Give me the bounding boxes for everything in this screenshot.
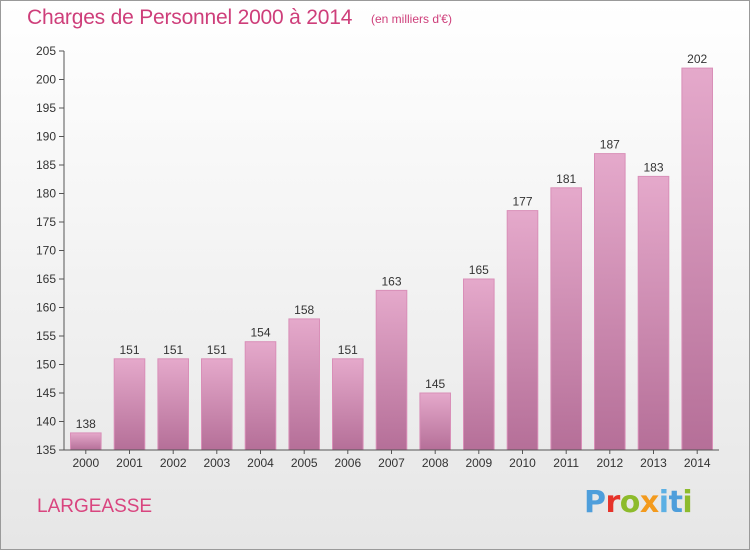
bar-2003 — [201, 358, 233, 451]
y-tick-label-170: 170 — [36, 244, 56, 258]
value-label-2008: 145 — [425, 377, 445, 391]
chart-subtitle: (en milliers d'€) — [371, 12, 452, 26]
bar-2012 — [594, 153, 626, 451]
x-tick-label-2007: 2007 — [378, 456, 405, 470]
value-label-2012: 187 — [600, 138, 620, 152]
proxiti-logo: Proxiti — [584, 485, 693, 520]
value-label-2014: 202 — [687, 52, 707, 66]
bar-2000 — [70, 432, 102, 451]
x-tick-label-2003: 2003 — [203, 456, 230, 470]
y-tick-label-160: 160 — [36, 301, 56, 315]
logo-letter: t — [668, 485, 683, 520]
x-tick-label-2008: 2008 — [422, 456, 449, 470]
bar-2007 — [375, 289, 408, 451]
x-tick-label-2002: 2002 — [160, 456, 187, 470]
y-tick-label-205: 205 — [36, 44, 56, 58]
chart-title: Charges de Personnel 2000 à 2014 — [27, 6, 353, 29]
logo-letter: x — [639, 485, 659, 520]
bar-2008 — [419, 392, 451, 451]
bar-2010 — [506, 210, 539, 451]
y-tick-label-200: 200 — [36, 73, 56, 87]
value-label-2011: 181 — [556, 172, 576, 186]
x-tick-label-2013: 2013 — [640, 456, 667, 470]
logo-letter: i — [658, 485, 669, 520]
y-tick-label-155: 155 — [36, 329, 56, 343]
bar-2001 — [113, 358, 146, 451]
commune-name: LARGEASSE — [37, 496, 153, 517]
bars — [70, 67, 714, 451]
value-label-2001: 151 — [119, 343, 139, 357]
bar-2009 — [463, 278, 495, 451]
bar-2002 — [157, 358, 189, 451]
y-tick-label-175: 175 — [36, 215, 56, 229]
x-tick-label-2014: 2014 — [684, 456, 711, 470]
value-label-2003: 151 — [207, 343, 227, 357]
y-tick-label-145: 145 — [36, 386, 56, 400]
y-tick-label-185: 185 — [36, 158, 56, 172]
value-label-2005: 158 — [294, 303, 314, 317]
y-tick-label-190: 190 — [36, 130, 56, 144]
value-label-2007: 163 — [381, 274, 401, 288]
bar-2014 — [681, 67, 714, 451]
bar-2011 — [550, 187, 583, 451]
value-label-2000: 138 — [76, 417, 96, 431]
logo-letter: P — [584, 485, 606, 520]
logo-letter: o — [619, 485, 641, 520]
x-tick-label-2000: 2000 — [72, 456, 99, 470]
y-axis-tick-labels: 135 140 145 150 155 160 165 170 175 180 185 190 195 2… — [36, 44, 56, 457]
x-tick-label-2010: 2010 — [509, 456, 536, 470]
x-tick-label-2001: 2001 — [116, 456, 143, 470]
value-label-2006: 151 — [338, 343, 358, 357]
bar-2005 — [288, 318, 320, 451]
value-label-2002: 151 — [163, 343, 183, 357]
bar-2004 — [244, 341, 277, 451]
x-tick-label-2005: 2005 — [291, 456, 318, 470]
y-tick-label-150: 150 — [36, 358, 56, 372]
value-label-2010: 177 — [512, 195, 532, 209]
x-tick-label-2009: 2009 — [465, 456, 492, 470]
y-tick-label-135: 135 — [36, 443, 56, 457]
logo-letter: r — [605, 485, 621, 520]
y-tick-label-165: 165 — [36, 272, 56, 286]
value-label-2009: 165 — [469, 263, 489, 277]
bar-2013 — [637, 175, 670, 451]
value-labels: 138 151 151 151 154 158 151 163 145 165 177 181 187 1… — [76, 52, 708, 431]
logo-letter: i — [682, 485, 693, 520]
axes — [59, 50, 719, 454]
x-axis-tick-labels: 2000 2001 2002 2003 2004 2005 2006 2007 2008 2009… — [72, 456, 710, 470]
y-tick-label-195: 195 — [36, 101, 56, 115]
y-tick-label-180: 180 — [36, 187, 56, 201]
value-label-2013: 183 — [643, 160, 663, 174]
x-tick-label-2011: 2011 — [553, 456, 579, 470]
y-tick-label-140: 140 — [36, 415, 56, 429]
x-tick-label-2012: 2012 — [596, 456, 623, 470]
bar-2006 — [332, 358, 364, 451]
x-tick-label-2004: 2004 — [247, 456, 274, 470]
value-label-2004: 154 — [250, 326, 270, 340]
x-tick-label-2006: 2006 — [334, 456, 361, 470]
